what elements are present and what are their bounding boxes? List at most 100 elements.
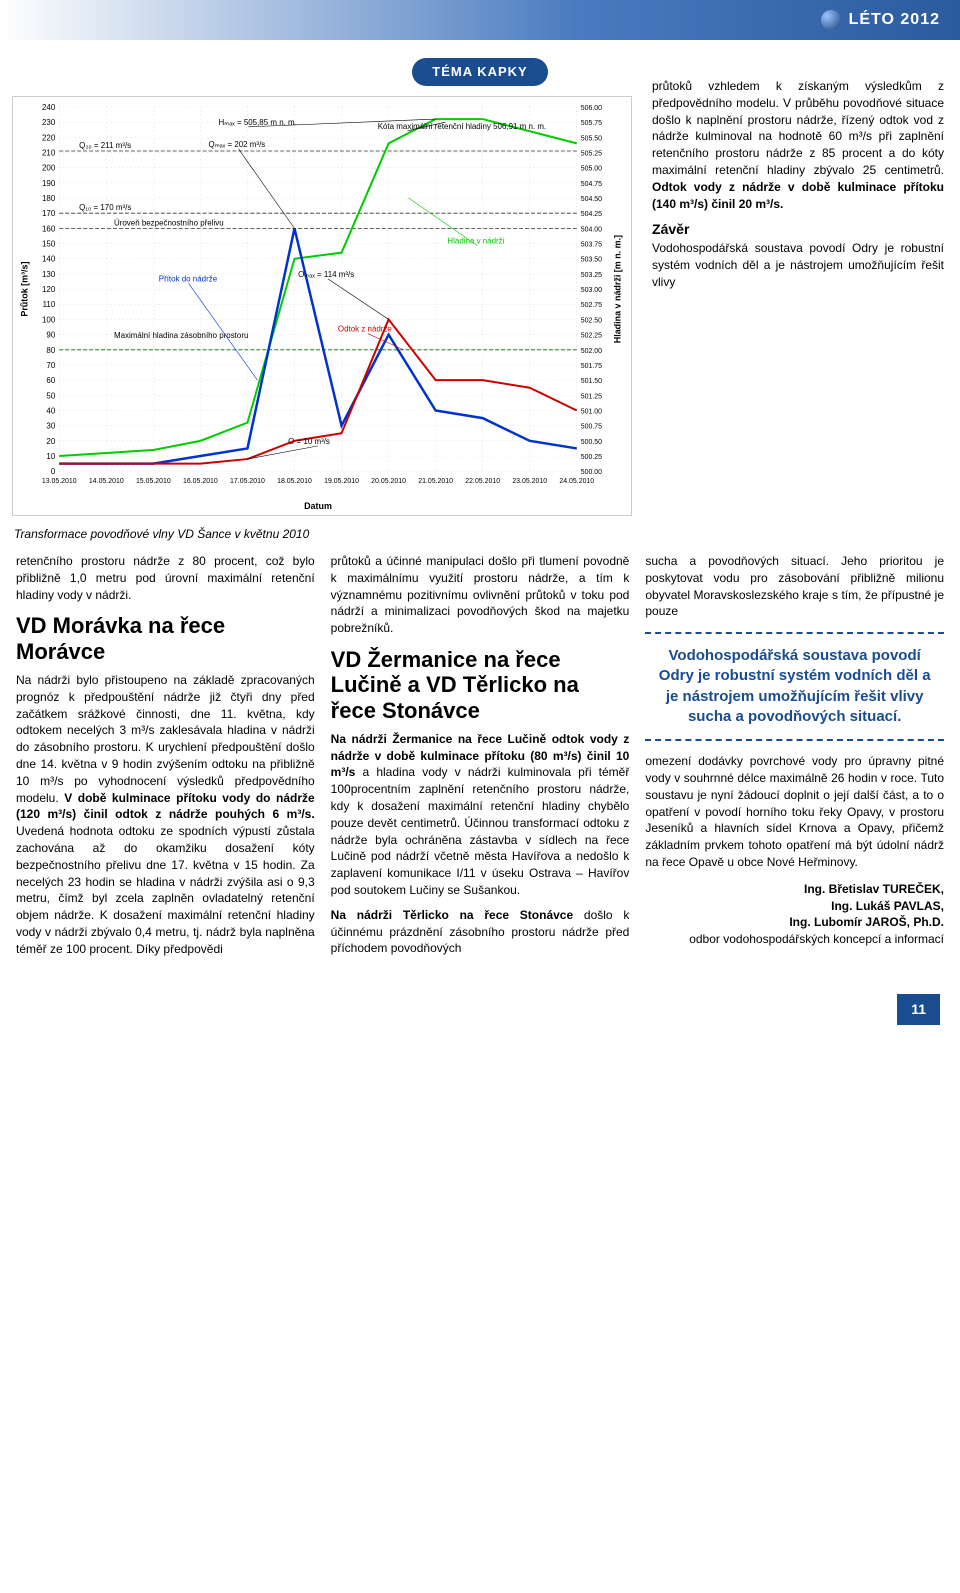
c2-h2: VD Žermanice na řece Lučině a VD Těrlick… [331, 647, 630, 723]
page-number: 11 [897, 994, 940, 1026]
svg-text:503.25: 503.25 [581, 272, 602, 279]
svg-text:50: 50 [46, 391, 55, 400]
pull-quote: Vodohospodářská soustava povodí Odry je … [645, 632, 944, 741]
svg-text:505.25: 505.25 [581, 151, 602, 158]
c2-p2: Na nádrži Žermanice na řece Lučině odtok… [331, 731, 630, 899]
svg-text:190: 190 [42, 179, 56, 188]
zaver-heading: Závěr [652, 220, 944, 240]
svg-text:502.25: 502.25 [581, 333, 602, 340]
svg-text:70: 70 [46, 361, 55, 370]
svg-text:500.50: 500.50 [581, 439, 602, 446]
svg-text:14.05.2010: 14.05.2010 [89, 478, 124, 485]
chart-caption: Transformace povodňové vlny VD Šance v k… [14, 526, 960, 543]
svg-text:Oₘₐₓ = 114 m³/s: Oₘₐₓ = 114 m³/s [298, 270, 354, 279]
svg-text:506.00: 506.00 [581, 105, 602, 112]
svg-text:80: 80 [46, 346, 55, 355]
text-columns: retenčního prostoru nádrže z 80 procent,… [0, 553, 960, 986]
svg-text:500.25: 500.25 [581, 454, 602, 461]
author-signatures: Ing. Břetislav TUREČEK, Ing. Lukáš PAVLA… [645, 881, 944, 948]
svg-text:16.05.2010: 16.05.2010 [183, 478, 218, 485]
svg-text:501.75: 501.75 [581, 363, 602, 370]
svg-text:503.75: 503.75 [581, 242, 602, 249]
svg-text:Kóta maximální retenční hladin: Kóta maximální retenční hladiny 506,91 m… [378, 122, 546, 131]
svg-text:Maximální hladina zásobního pr: Maximální hladina zásobního prostoru [114, 331, 248, 340]
svg-text:210: 210 [42, 149, 56, 158]
c2-p3: Na nádrži Těrlicko na řece Stonávce došl… [331, 907, 630, 957]
svg-text:17.05.2010: 17.05.2010 [230, 478, 265, 485]
svg-text:40: 40 [46, 407, 55, 416]
column-1: retenčního prostoru nádrže z 80 procent,… [16, 553, 315, 966]
svg-text:503.00: 503.00 [581, 287, 602, 294]
svg-text:505.00: 505.00 [581, 166, 602, 173]
svg-text:24.05.2010: 24.05.2010 [559, 478, 594, 485]
section-label: TÉMA KAPKY [412, 58, 547, 86]
svg-text:21.05.2010: 21.05.2010 [418, 478, 453, 485]
c1-p2: Na nádrži bylo přistoupeno na základě zp… [16, 672, 315, 958]
svg-text:19.05.2010: 19.05.2010 [324, 478, 359, 485]
svg-text:160: 160 [42, 225, 56, 234]
svg-text:22.05.2010: 22.05.2010 [465, 478, 500, 485]
page-number-wrap: 11 [0, 986, 960, 1042]
svg-text:501.25: 501.25 [581, 393, 602, 400]
hydrograph-chart: 0102030405060708090100110120130140150160… [12, 96, 632, 516]
svg-text:502.75: 502.75 [581, 302, 602, 309]
svg-text:Hladina v nádrži [m n. m.]: Hladina v nádrži [m n. m.] [613, 235, 623, 343]
svg-text:502.00: 502.00 [581, 348, 602, 355]
svg-text:501.50: 501.50 [581, 378, 602, 385]
svg-text:20.05.2010: 20.05.2010 [371, 478, 406, 485]
c1-h2: VD Morávka na řece Morávce [16, 613, 315, 664]
column-3: sucha a povodňových situací. Jeho priori… [645, 553, 944, 966]
svg-text:501.00: 501.00 [581, 409, 602, 416]
svg-text:Q₁₀ = 170 m³/s: Q₁₀ = 170 m³/s [79, 203, 131, 212]
svg-text:Odtok z nádrže: Odtok z nádrže [338, 325, 393, 334]
issue-title: LÉTO 2012 [849, 9, 940, 31]
c2-p1: průtoků a účinné manipulaci došlo při tl… [331, 553, 630, 637]
svg-text:10: 10 [46, 452, 55, 461]
globe-icon [821, 10, 841, 30]
svg-text:15.05.2010: 15.05.2010 [136, 478, 171, 485]
svg-text:200: 200 [42, 164, 56, 173]
svg-text:503.50: 503.50 [581, 257, 602, 264]
svg-text:30: 30 [46, 422, 55, 431]
svg-text:O = 10 m³/s: O = 10 m³/s [288, 437, 330, 446]
svg-text:13.05.2010: 13.05.2010 [42, 478, 77, 485]
svg-text:170: 170 [42, 209, 56, 218]
svg-text:110: 110 [43, 300, 56, 309]
svg-text:0: 0 [51, 467, 56, 476]
column-2: průtoků a účinné manipulaci došlo při tl… [331, 553, 630, 966]
svg-text:23.05.2010: 23.05.2010 [512, 478, 547, 485]
svg-text:500.75: 500.75 [581, 424, 602, 431]
svg-text:504.25: 504.25 [581, 211, 602, 218]
svg-text:504.75: 504.75 [581, 181, 602, 188]
c3-p1: sucha a povodňových situací. Jeho priori… [645, 553, 944, 620]
svg-text:Hladina v nádrži: Hladina v nádrži [447, 237, 504, 246]
svg-text:Q₂₀ = 211 m³/s: Q₂₀ = 211 m³/s [79, 141, 131, 150]
svg-text:Úroveň bezpečnostního přelivu: Úroveň bezpečnostního přelivu [114, 219, 224, 228]
svg-text:130: 130 [42, 270, 56, 279]
rcol-p1: průtoků vzhledem k získaným výsledkům z … [652, 78, 944, 212]
svg-text:502.50: 502.50 [581, 318, 602, 325]
svg-text:Datum: Datum [304, 501, 332, 511]
c3-p2: omezení dodávky povrchové vody pro úprav… [645, 753, 944, 871]
svg-text:90: 90 [46, 331, 55, 340]
svg-text:500.00: 500.00 [581, 469, 602, 476]
svg-text:180: 180 [42, 194, 56, 203]
svg-text:Přítok do nádrže: Přítok do nádrže [159, 275, 218, 284]
svg-text:150: 150 [42, 240, 56, 249]
right-col-beside-chart: průtoků vzhledem k získaným výsledkům z … [652, 78, 944, 298]
svg-text:Qₘₐₓ = 202 m³/s: Qₘₐₓ = 202 m³/s [209, 140, 266, 149]
svg-text:504.00: 504.00 [581, 227, 602, 234]
svg-text:240: 240 [42, 103, 56, 112]
svg-text:505.50: 505.50 [581, 135, 602, 142]
c1-p1: retenčního prostoru nádrže z 80 procent,… [16, 553, 315, 603]
svg-text:504.50: 504.50 [581, 196, 602, 203]
svg-text:18.05.2010: 18.05.2010 [277, 478, 312, 485]
svg-text:60: 60 [46, 376, 55, 385]
rcol-p2: Vodohospodářská soustava povodí Odry je … [652, 240, 944, 290]
svg-text:140: 140 [42, 255, 56, 264]
svg-text:120: 120 [42, 285, 56, 294]
svg-text:Průtok [m³/s]: Průtok [m³/s] [19, 262, 29, 317]
svg-text:230: 230 [42, 118, 56, 127]
svg-text:505.75: 505.75 [581, 120, 602, 127]
header-band: LÉTO 2012 [0, 0, 960, 40]
